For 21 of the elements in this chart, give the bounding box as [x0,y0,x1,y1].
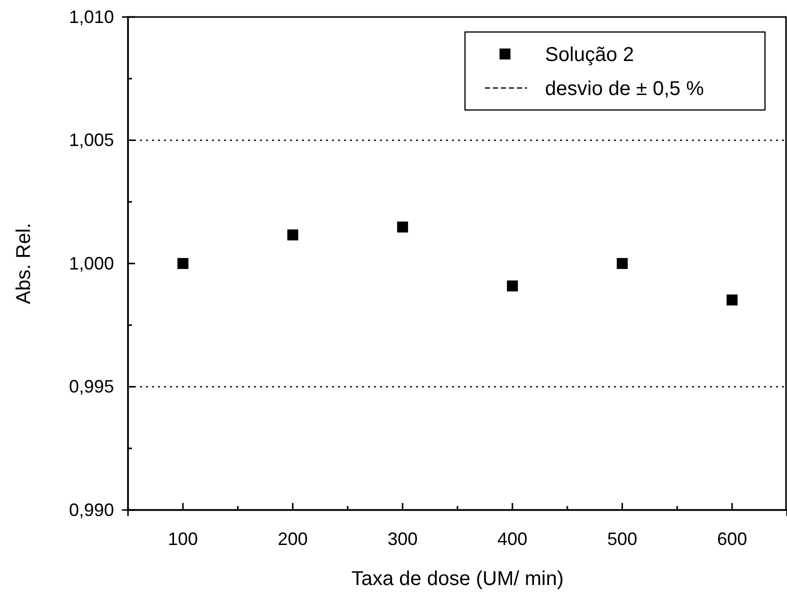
y-tick-label: 1,005 [68,130,114,150]
y-tick-label: 0,990 [68,500,114,520]
point [287,229,298,240]
y-tick-label: 1,000 [68,253,114,274]
point [726,294,738,306]
legend-label: desvio de ± 0,5 % [545,78,704,100]
x-tick-label: 200 [278,528,308,549]
x-tick-label: 100 [168,528,198,549]
x-tick-label: 500 [607,528,638,549]
y-tick-label: 0,995 [68,376,114,397]
point [397,222,408,232]
y-axis-title: Abs. Rel. [13,222,35,304]
x-tick-label: 300 [388,528,418,549]
point [616,258,628,269]
x-axis-title: Taxa de dose (UM/ min) [351,568,564,590]
point [506,280,518,292]
x-tick-label: 400 [497,528,528,549]
x-tick-label: 600 [717,528,748,549]
legend-label: Solução 2 [545,44,634,66]
point [177,258,188,269]
y-tick-label: 1,010 [68,6,114,27]
